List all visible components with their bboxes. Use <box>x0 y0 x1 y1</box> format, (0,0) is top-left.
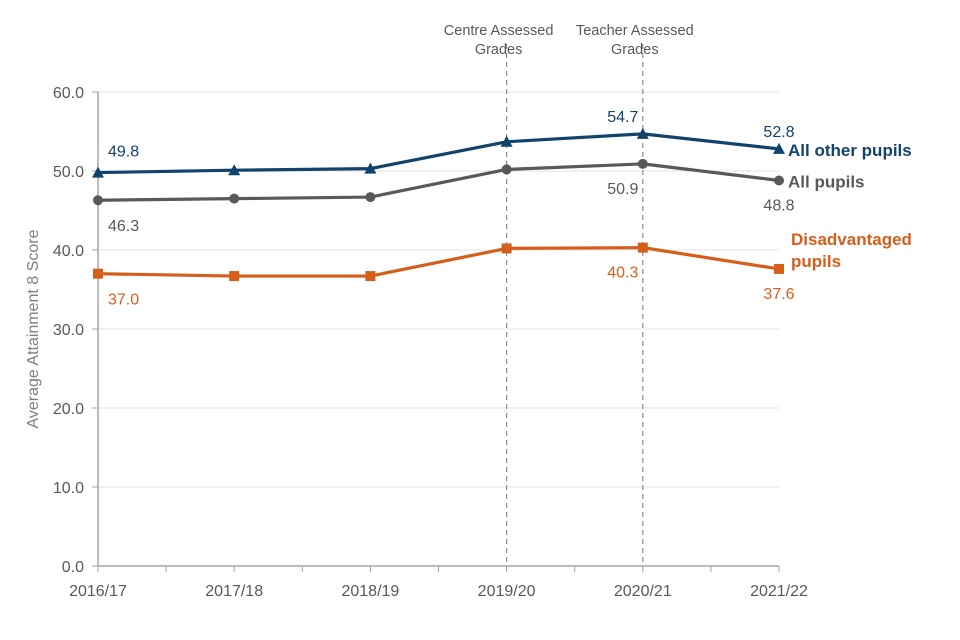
annotation-label: Grades <box>611 42 659 58</box>
data-label: 52.8 <box>763 124 794 141</box>
data-point-circle <box>229 193 240 204</box>
data-point-triangle <box>500 135 513 147</box>
data-label: 37.0 <box>108 292 139 309</box>
data-point-square <box>501 243 512 254</box>
data-point-square <box>774 263 784 274</box>
data-point-square <box>229 271 240 282</box>
y-tick-label: 60.0 <box>53 85 84 102</box>
data-point-circle <box>365 192 376 203</box>
data-label: 54.7 <box>607 109 638 126</box>
data-label: 48.8 <box>763 197 794 214</box>
data-point-triangle <box>92 166 104 178</box>
y-axis-ticks: 0.0 10.0 20.0 30.0 40.0 50.0 60.0 <box>53 85 98 576</box>
data-point-circle <box>501 164 512 175</box>
data-point-circle <box>774 175 784 186</box>
annotation-label: Centre Assessed <box>444 23 554 39</box>
x-tick-label: 2018/19 <box>341 583 399 600</box>
data-point-triangle <box>773 142 785 154</box>
series-line <box>97 162 780 202</box>
data-label: 50.9 <box>607 181 638 198</box>
data-label: 46.3 <box>108 218 139 235</box>
data-point-triangle <box>228 164 241 176</box>
x-tick-label: 2017/18 <box>205 583 263 600</box>
data-label: 49.8 <box>108 144 139 161</box>
data-point-circle <box>93 195 103 206</box>
x-tick-label: 2019/20 <box>478 583 536 600</box>
annotations: Centre Assessed Grades Teacher Assessed Gra… <box>444 23 694 58</box>
data-point-triangle <box>364 162 377 174</box>
y-tick-label: 10.0 <box>53 480 84 497</box>
x-tick-label: 2016/17 <box>69 583 127 600</box>
data-point-circle <box>637 158 648 169</box>
data-point-square <box>637 242 648 253</box>
y-tick-label: 50.0 <box>53 164 84 181</box>
series-line <box>97 246 780 278</box>
y-axis-title: Average Attainment 8 Score <box>25 229 42 428</box>
data-label: 40.3 <box>607 265 638 282</box>
data-point-triangle <box>636 127 649 139</box>
data-point-square <box>93 268 103 279</box>
annotation-label: Grades <box>475 42 523 58</box>
series-disadvantaged-pupils: 37.0 40.3 37.6 Disadvantaged pupils <box>93 230 912 309</box>
series-all-pupils: 46.3 50.9 48.8 All pupils <box>93 158 865 235</box>
series-name-label: Disadvantaged <box>791 230 912 249</box>
x-tick-label: 2021/22 <box>750 583 808 600</box>
series-line <box>97 132 780 175</box>
series-name-label: All other pupils <box>788 141 912 160</box>
annotation-label: Teacher Assessed <box>576 23 694 39</box>
data-point-square <box>365 271 376 282</box>
y-tick-label: 20.0 <box>53 401 84 418</box>
series-name-label: All pupils <box>788 172 865 191</box>
y-tick-label: 0.0 <box>62 559 84 576</box>
annotation-lines <box>506 44 644 566</box>
series-name-label: pupils <box>791 252 841 271</box>
x-axis-ticks: 2016/17 2017/18 2018/19 2019/20 2020/21 2021/… <box>69 566 808 600</box>
y-tick-label: 40.0 <box>53 243 84 260</box>
gridlines <box>98 91 779 488</box>
x-tick-label: 2020/21 <box>614 583 672 600</box>
y-tick-label: 30.0 <box>53 322 84 339</box>
data-label: 37.6 <box>763 286 794 303</box>
